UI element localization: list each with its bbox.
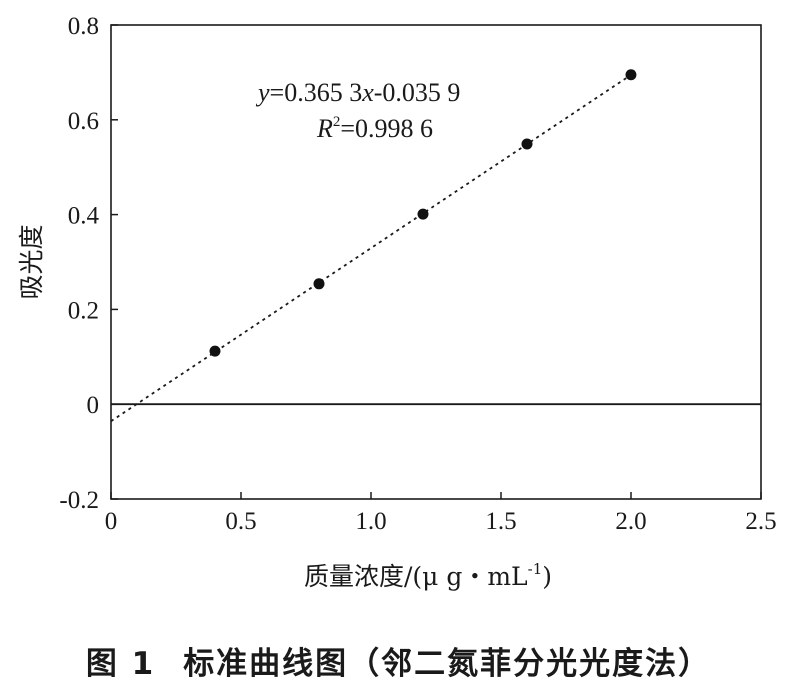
r-superscript: 2 — [333, 114, 341, 130]
data-point — [625, 69, 637, 81]
x-tick-label: 2.0 — [615, 508, 646, 535]
y-tick-label: 0 — [87, 392, 100, 419]
data-point — [417, 208, 429, 220]
fit-equation: y=0.365 3x-0.035 9 — [255, 78, 460, 107]
x-axis-title-main: 质量浓度/(μ g・mL — [304, 562, 528, 591]
data-point — [521, 138, 533, 150]
y-axis-title: 吸光度 — [17, 224, 46, 299]
figure-caption: 图 1 标准曲线图（邻二氮菲分光光度法） — [0, 632, 797, 688]
x-axis-title-close: ) — [542, 562, 552, 591]
x-tick-label: 0.5 — [225, 508, 256, 535]
y-tick-label: 0.2 — [68, 297, 99, 324]
x-axis-title-superscript: -1 — [528, 560, 543, 578]
fit-line — [110, 74, 632, 422]
x-axis-title: 质量浓度/(μ g・mL-1) — [304, 560, 552, 591]
figure-number: 图 1 — [85, 645, 156, 682]
calibration-chart: 0 0.5 1.0 1.5 2.0 2.5 -0.200.20.40.60.8 y=0.3… — [17, 13, 777, 591]
r-squared-value: =0.998 6 — [340, 114, 433, 143]
figure-title: 标准曲线图（邻二氮菲分光光度法） — [183, 645, 712, 682]
data-point — [209, 345, 221, 357]
r-squared: R2=0.998 6 — [316, 114, 433, 143]
y-tick-label: -0.2 — [59, 487, 99, 514]
x-tick-label: 1.0 — [355, 508, 386, 535]
equation-slope: =0.365 3 — [270, 78, 363, 107]
data-points — [209, 69, 637, 357]
equation-y-symbol: y — [255, 78, 270, 107]
x-axis-ticks: 0 0.5 1.0 1.5 2.0 2.5 — [105, 492, 777, 535]
y-tick-label: 0.6 — [68, 108, 99, 135]
x-tick-label: 0 — [105, 508, 118, 535]
equation-intercept: -0.035 9 — [374, 78, 461, 107]
y-tick-label: 0.4 — [68, 203, 100, 230]
equation-x-symbol: x — [361, 78, 374, 107]
plot-frame — [110, 24, 762, 500]
x-tick-label: 1.5 — [485, 508, 516, 535]
r-symbol: R — [316, 114, 333, 143]
data-point — [313, 278, 325, 290]
y-tick-label: 0.8 — [68, 13, 99, 40]
y-axis-ticks: -0.2 0 0.2 0.4 0.6 0.8 — [59, 13, 118, 514]
x-tick-label: 2.5 — [745, 508, 776, 535]
